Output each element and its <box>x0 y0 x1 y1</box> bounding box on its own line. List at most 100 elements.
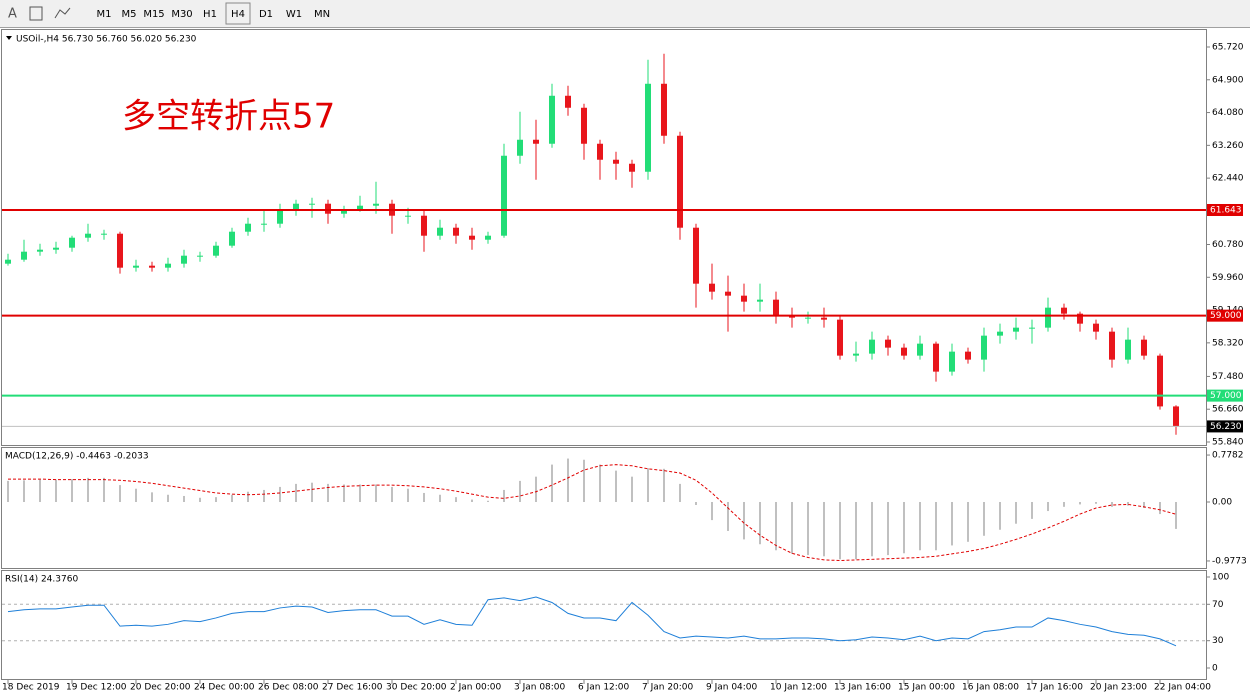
candle-body <box>133 265 139 268</box>
x-tick-label: 3 Jan 08:00 <box>514 683 566 693</box>
candle-body <box>213 245 219 256</box>
candle-body <box>709 283 715 292</box>
candle-body <box>725 291 731 296</box>
x-tick-label: 13 Jan 16:00 <box>834 683 891 693</box>
candle-body <box>5 259 11 264</box>
x-tick-label: 30 Dec 20:00 <box>386 683 447 693</box>
candle-body <box>357 205 363 210</box>
candle-body <box>1141 339 1147 356</box>
macd-panel <box>1 447 1207 569</box>
toolbar <box>0 0 1250 28</box>
candle-body <box>613 159 619 164</box>
x-tick-label: 24 Dec 00:00 <box>194 683 255 693</box>
candle-body <box>773 299 779 316</box>
timeframe-button[interactable]: D1 <box>259 9 273 20</box>
candle-body <box>69 237 75 248</box>
candle-body <box>309 203 315 205</box>
y-tick-label: 100 <box>1212 573 1229 583</box>
candle-body <box>277 209 283 224</box>
x-tick-label: 15 Jan 00:00 <box>898 683 955 693</box>
candle-body <box>453 227 459 236</box>
y-tick-label: 64.080 <box>1212 108 1244 118</box>
arrow-tool[interactable] <box>54 7 71 19</box>
candle-body <box>965 351 971 360</box>
candle-body <box>165 263 171 268</box>
main-panel <box>1 29 1207 446</box>
y-tick-label: 0 <box>1212 663 1218 673</box>
x-tick-label: 16 Jan 08:00 <box>962 683 1019 693</box>
x-tick-label: 20 Dec 20:00 <box>130 683 191 693</box>
candle-body <box>245 223 251 232</box>
y-tick-label: 0.00 <box>1212 497 1232 507</box>
candle-body <box>1157 355 1163 407</box>
timeframe-button[interactable]: H4 <box>231 9 245 20</box>
candle-body <box>1077 313 1083 324</box>
x-tick-label: 19 Dec 12:00 <box>66 683 127 693</box>
timeframe-button[interactable]: M1 <box>97 9 112 20</box>
candle-body <box>597 143 603 160</box>
collapse-icon <box>6 36 12 40</box>
y-tick-label: 65.720 <box>1212 42 1244 52</box>
timeframe-button[interactable]: M5 <box>122 9 137 20</box>
candle-body <box>293 203 299 210</box>
y-tick-label: 62.440 <box>1212 174 1244 184</box>
candle-body <box>629 163 635 172</box>
timeframe-button[interactable]: M30 <box>171 9 192 20</box>
annotation: 多空转折点57 <box>122 97 335 137</box>
x-tick-label: 18 Dec 2019 <box>2 683 60 693</box>
y-tick-label: 0.7782 <box>1212 451 1244 461</box>
text-tool[interactable]: A <box>8 7 17 22</box>
candle-body <box>149 265 155 268</box>
price-level-label: 56.230 <box>1210 422 1242 432</box>
label-tool[interactable] <box>29 6 43 21</box>
macd-title: MACD(12,26,9) -0.4463 -0.2033 <box>5 452 149 462</box>
candle-body <box>901 347 907 356</box>
candle-body <box>101 233 107 235</box>
main-title: USOil-,H4 56.730 56.760 56.020 56.230 <box>16 35 197 45</box>
x-tick-label: 17 Jan 16:00 <box>1026 683 1083 693</box>
price-level-label: 57.000 <box>1210 391 1242 401</box>
y-tick-label: 64.900 <box>1212 75 1244 85</box>
y-tick-label: 56.660 <box>1212 405 1244 415</box>
y-tick-label: -0.9773 <box>1212 556 1247 566</box>
candle-body <box>485 235 491 240</box>
candle-body <box>373 203 379 206</box>
candle-body <box>181 255 187 264</box>
timeframe-button[interactable]: W1 <box>286 9 302 20</box>
candle-body <box>981 335 987 360</box>
timeframe-button[interactable]: M15 <box>143 9 164 20</box>
candle-body <box>229 231 235 246</box>
candle-body <box>37 249 43 252</box>
candle-body <box>837 319 843 356</box>
candle-body <box>581 107 587 144</box>
candle-body <box>53 247 59 250</box>
y-tick-label: 59.960 <box>1212 273 1244 283</box>
x-tick-label: 27 Dec 16:00 <box>322 683 383 693</box>
candle-body <box>949 351 955 372</box>
toolbar-buttons: A M1 M5 M15 M30 H1 H4 D1 W1 MN <box>8 2 330 25</box>
active-frame <box>225 2 251 25</box>
timeframe-button[interactable]: H1 <box>203 9 217 20</box>
candle-body <box>1093 323 1099 332</box>
price-level-label: 61.643 <box>1210 205 1242 215</box>
candle-body <box>741 295 747 302</box>
candle-body <box>565 95 571 108</box>
candle-body <box>1013 327 1019 332</box>
candle-body <box>501 155 507 236</box>
candle-body <box>661 83 667 136</box>
timeframe-button[interactable]: MN <box>314 9 330 20</box>
y-tick-label: 60.780 <box>1212 240 1244 250</box>
price-level-box <box>1207 389 1243 402</box>
candle-body <box>821 317 827 320</box>
candle-body <box>1173 406 1179 427</box>
candle-body <box>917 343 923 356</box>
y-tick-label: 63.260 <box>1212 141 1244 151</box>
candle-body <box>933 343 939 372</box>
candle-body <box>1045 307 1051 328</box>
candle-body <box>869 339 875 354</box>
candle-body <box>549 95 555 144</box>
x-tick-label: 2 Jan 00:00 <box>450 683 502 693</box>
candle-body <box>437 227 443 236</box>
candle-body <box>1029 327 1035 329</box>
candle-body <box>261 223 267 225</box>
